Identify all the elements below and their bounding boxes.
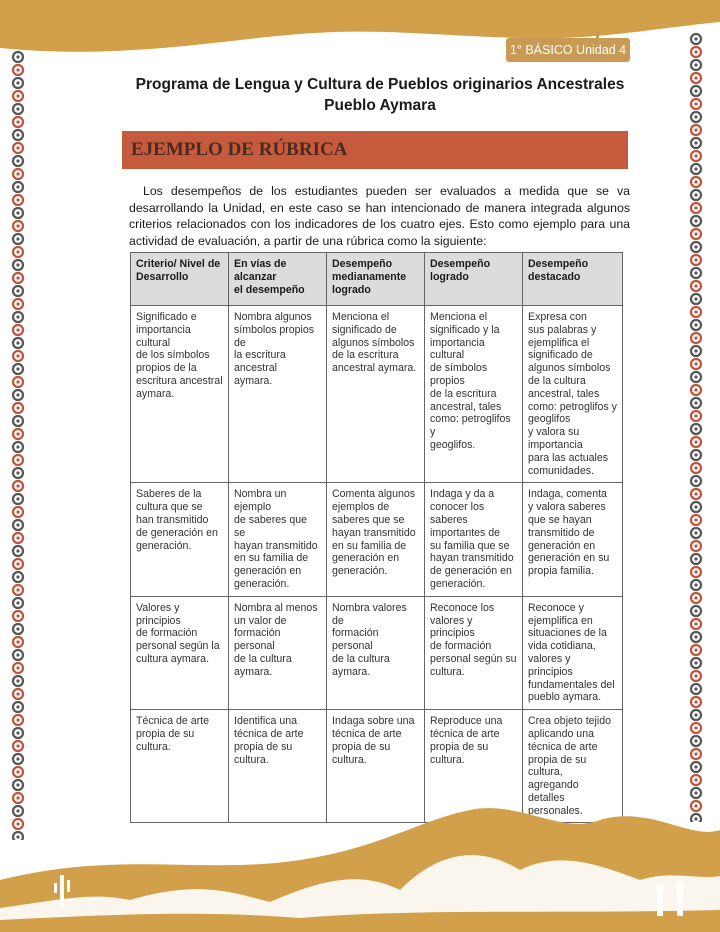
table-cell: Significado e importancia cultural de lo… [130, 304, 229, 484]
table-row: Valores y principios de formación person… [130, 595, 623, 711]
table-row: Significado e importancia cultural de lo… [130, 304, 623, 484]
table-cell: Reconoce los valores y principios de for… [424, 595, 523, 711]
section-heading: EJEMPLO DE RÚBRICA [131, 139, 348, 160]
aymara-pattern-border-left [7, 50, 29, 840]
grade-unit-badge: 1° BÁSICO Unidad 4 [506, 38, 630, 62]
aymara-pattern-border-right [685, 32, 707, 822]
program-title: Programa de Lengua y Cultura de Pueblos … [135, 76, 625, 93]
program-subtitle: Pueblo Aymara [324, 97, 436, 114]
table-row: Saberes de la cultura que se han transmi… [130, 482, 623, 597]
table-cell: Menciona el significado y la importancia… [424, 304, 523, 484]
table-cell: Nombra valores de formación personal de … [326, 595, 425, 711]
desert-landscape-footer [0, 808, 720, 932]
table-cell: Indaga y da a conocer los saberes import… [424, 482, 523, 597]
table-row: Técnica de arte propia de su cultura. Id… [130, 709, 623, 824]
table-cell: Expresa con sus palabras y ejemplifica e… [522, 304, 623, 484]
header-medianamente-logrado: Desempeño medianamente logrado [326, 252, 425, 306]
table-cell: Valores y principios de formación person… [130, 595, 229, 711]
top-wave-decoration [0, 0, 720, 52]
table-cell: Menciona el significado de algunos símbo… [326, 304, 425, 484]
table-cell: Indaga sobre una técnica de arte propia … [326, 709, 425, 824]
table-cell: Nombra un ejemplo de saberes que se haya… [228, 482, 327, 597]
header-en-vias: En vías de alcanzar el desempeño [228, 252, 327, 306]
header-logrado: Desempeño logrado [424, 252, 523, 306]
table-cell: Comenta algunos ejemplos de saberes que … [326, 482, 425, 597]
rubric-table: Criterio/ Nivel de Desarrollo En vías de… [130, 252, 623, 824]
table-cell: Indaga, comenta y valora saberes que se … [522, 482, 623, 597]
header-destacado: Desempeño destacado [522, 252, 623, 306]
table-cell: Nombra al menos un valor de formación pe… [228, 595, 327, 711]
table-cell: Técnica de arte propia de su cultura. [130, 709, 229, 824]
section-heading-bar: EJEMPLO DE RÚBRICA [122, 131, 628, 169]
table-cell: Identifica una técnica de arte propia de… [228, 709, 327, 824]
table-cell: Nombra algunos símbolos propios de la es… [228, 304, 327, 484]
intro-paragraph: Los desempeños de los estudiantes pueden… [129, 184, 630, 248]
table-cell: Saberes de la cultura que se han transmi… [130, 482, 229, 597]
table-cell: Crea objeto tejido aplicando una técnica… [522, 709, 623, 824]
header-criterio: Criterio/ Nivel de Desarrollo [130, 252, 229, 306]
table-cell: Reconoce y ejemplifica en situaciones de… [522, 595, 623, 711]
table-header-row: Criterio/ Nivel de Desarrollo En vías de… [130, 252, 623, 306]
